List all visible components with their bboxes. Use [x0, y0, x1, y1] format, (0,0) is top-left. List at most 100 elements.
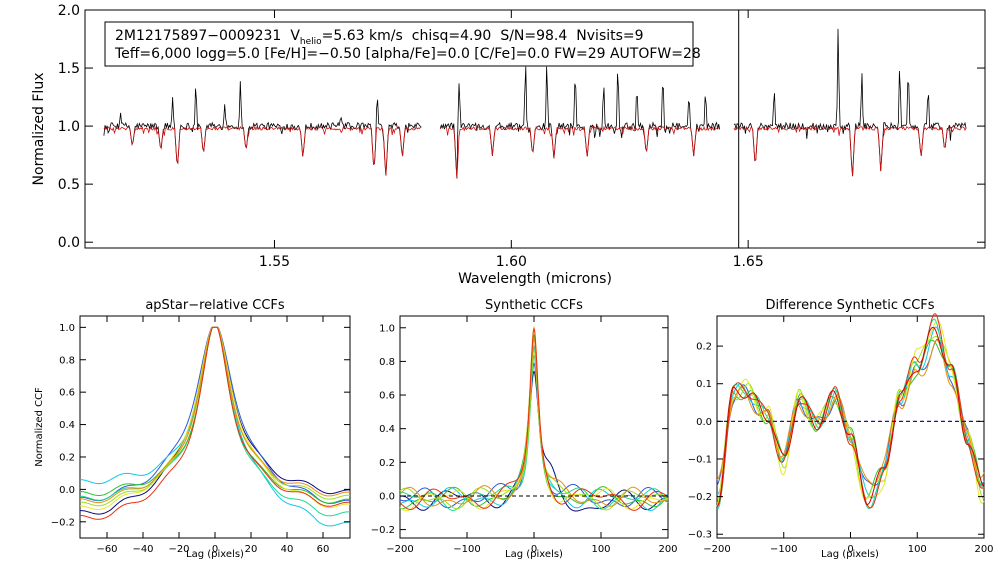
apstar-ccf-y-tick-label: −0.2	[51, 517, 75, 528]
apstar-ccf-y-tick-label: 0.0	[59, 485, 75, 496]
synthetic-ccf-x-tick-label: 200	[658, 544, 677, 555]
nvisits-value: Nvisits=9	[576, 28, 643, 44]
difference-ccf-lines	[716, 313, 985, 510]
apstar-ccf-y-tick-label: 0.8	[59, 355, 75, 366]
difference-ccf-y-tick-label: −0.3	[688, 530, 712, 541]
apstar-ccf-y-label: Normalized CCF	[34, 387, 45, 467]
vhelio-subscript: helio	[300, 37, 322, 47]
apstar-ccf-x-tick-label: −20	[168, 544, 189, 555]
spectrum-y-tick-label: 0.0	[58, 235, 80, 251]
synthetic-ccf-x-label: Lag (pixels)	[505, 549, 563, 560]
difference-ccf-x-tick-label: 0	[847, 544, 853, 555]
synthetic-ccf-x-tick-label: −200	[386, 544, 413, 555]
observed-spectrum-line	[439, 66, 721, 179]
synthetic-ccf-panel: −200 −100 0 100 200 −0.2 0.0 0.2 0.4 0.6 0.8 1.0 Sy…	[371, 298, 678, 560]
synthetic-ccf-series-line	[399, 362, 669, 509]
difference-ccf-x-tick-label: −200	[703, 544, 730, 555]
vhelio-value: =5.63 km/s	[322, 28, 403, 44]
synthetic-ccf-lines	[399, 325, 669, 512]
apstar-ccf-panel: −60 −40 −20 0 20 40 60 −0.2 0.0 0.2 0.4 0.6 0.8 1.0 a…	[34, 298, 351, 560]
apstar-ccf-x-tick-label: 60	[317, 544, 330, 555]
spectrum-plot-frame	[84, 9, 986, 249]
difference-ccf-series-line	[716, 320, 985, 507]
difference-ccf-x-tick-label: 100	[908, 544, 927, 555]
difference-ccf-series-line	[716, 339, 985, 504]
difference-ccf-x-tick-label: −100	[770, 544, 797, 555]
observed-spectrum-line	[103, 81, 422, 176]
synthetic-ccf-title: Synthetic CCFs	[485, 298, 583, 313]
difference-ccf-title: Difference Synthetic CCFs	[765, 298, 934, 313]
stellar-params: Teff=6,000 logg=5.0 [Fe/H]=−0.50 [alpha/…	[114, 46, 701, 62]
synthetic-ccf-x-tick-label: 0	[531, 544, 537, 555]
apstar-ccf-x-tick-label: 40	[281, 544, 294, 555]
apstar-ccf-x-tick-label: −40	[132, 544, 153, 555]
difference-ccf-axis-ticks: −200 −100 0 100 200 −0.3 −0.2 −0.1 0.0 0.1 0.2	[688, 316, 994, 555]
difference-ccf-x-label: Lag (pixels)	[821, 549, 879, 560]
synthetic-ccf-series-line	[399, 333, 669, 510]
synthetic-ccf-y-tick-label: 0.6	[379, 391, 395, 402]
synthetic-ccf-y-tick-label: 0.8	[379, 357, 395, 368]
apstar-ccf-series-line	[79, 326, 351, 517]
spectrum-x-tick-label: 1.60	[496, 254, 527, 270]
vhelio-prefix: V	[290, 28, 300, 44]
synthetic-ccf-x-tick-label: −100	[453, 544, 480, 555]
difference-ccf-series-line	[716, 339, 985, 485]
difference-ccf-series-line	[716, 335, 985, 507]
spectrum-panel: 1.55 1.60 1.65 0.0 0.5 1.0 1.5 2.0 2M12175897−0…	[31, 3, 986, 287]
apstar-ccf-x-label: Lag (pixels)	[186, 549, 244, 560]
spectrum-y-tick-label: 1.0	[58, 119, 80, 135]
apstar-ccf-series-line	[80, 326, 350, 504]
difference-ccf-y-tick-label: 0.0	[696, 417, 712, 428]
difference-ccf-y-tick-label: 0.1	[696, 379, 712, 390]
apstar-ccf-series-line	[79, 326, 351, 504]
synthetic-ccf-series-line	[399, 337, 669, 507]
apstar-ccf-x-tick-label: 0	[212, 544, 218, 555]
synthetic-ccf-series-line	[399, 344, 669, 511]
difference-ccf-y-tick-label: −0.2	[688, 492, 712, 503]
difference-ccf-y-tick-label: −0.1	[688, 454, 712, 465]
model-spectrum-line	[733, 125, 967, 176]
apstar-ccf-y-tick-label: 0.2	[59, 452, 75, 463]
apstar-ccf-axis-ticks: −60 −40 −20 0 20 40 60 −0.2 0.0 0.2 0.4 0.6 0.8 1.0	[51, 316, 350, 555]
annotation-box	[104, 21, 694, 67]
synthetic-ccf-series-line	[399, 354, 669, 511]
spectrum-axis-ticks: 1.55 1.60 1.65 0.0 0.5 1.0 1.5 2.0	[58, 3, 985, 270]
spectrum-lines	[103, 10, 967, 248]
snr-value: S/N=98.4	[500, 28, 567, 44]
apstar-ccf-series-line	[80, 326, 351, 507]
difference-ccf-y-tick-label: 0.2	[696, 342, 712, 353]
difference-ccf-series-line	[716, 313, 985, 509]
difference-ccf-x-tick-label: 200	[974, 544, 993, 555]
star-id: 2M12175897−0009231	[115, 28, 281, 44]
annotation-line-1: 2M12175897−0009231 Vhelio=5.63 km/s chisq=…	[115, 28, 644, 47]
synthetic-ccf-y-tick-label: 0.4	[379, 424, 395, 435]
difference-ccf-panel: −200 −100 0 100 200 −0.3 −0.2 −0.1 0.0 0.1 0.2 Dif…	[688, 298, 994, 560]
spectrum-x-label: Wavelength (microns)	[458, 271, 612, 287]
apstar-ccf-x-tick-label: −60	[96, 544, 117, 555]
apstar-ccf-y-tick-label: 0.4	[59, 420, 75, 431]
apstar-ccf-y-tick-label: 0.6	[59, 388, 75, 399]
spectrum-y-tick-label: 0.5	[58, 177, 80, 193]
spectrum-y-tick-label: 1.5	[58, 61, 80, 77]
synthetic-ccf-y-tick-label: 0.2	[379, 458, 395, 469]
synthetic-ccf-y-tick-label: 1.0	[379, 323, 395, 334]
synthetic-ccf-y-tick-label: 0.0	[379, 491, 395, 502]
apstar-ccf-x-tick-label: 20	[245, 544, 258, 555]
observed-spectrum-line	[733, 28, 967, 177]
apstar-ccf-series-line	[80, 326, 351, 504]
spectrum-y-tick-label: 2.0	[58, 3, 80, 19]
synthetic-ccf-y-tick-label: −0.2	[371, 525, 395, 536]
difference-ccf-series-line	[716, 327, 985, 508]
apstar-ccf-lines	[79, 326, 351, 527]
apstar-ccf-series-line	[79, 326, 351, 520]
synthetic-ccf-series-line	[399, 370, 669, 512]
chisq-value: chisq=4.90	[412, 28, 492, 44]
spectrum-y-label: Normalized Flux	[31, 73, 47, 186]
apstar-ccf-title: apStar−relative CCFs	[145, 298, 285, 313]
synthetic-ccf-axis-ticks: −200 −100 0 100 200 −0.2 0.0 0.2 0.4 0.6 0.8 1.0	[371, 316, 678, 555]
model-spectrum-line	[439, 125, 721, 179]
synthetic-ccf-series-line	[399, 348, 669, 511]
spectrum-x-tick-label: 1.65	[733, 254, 764, 270]
spectrum-x-tick-label: 1.55	[259, 254, 290, 270]
